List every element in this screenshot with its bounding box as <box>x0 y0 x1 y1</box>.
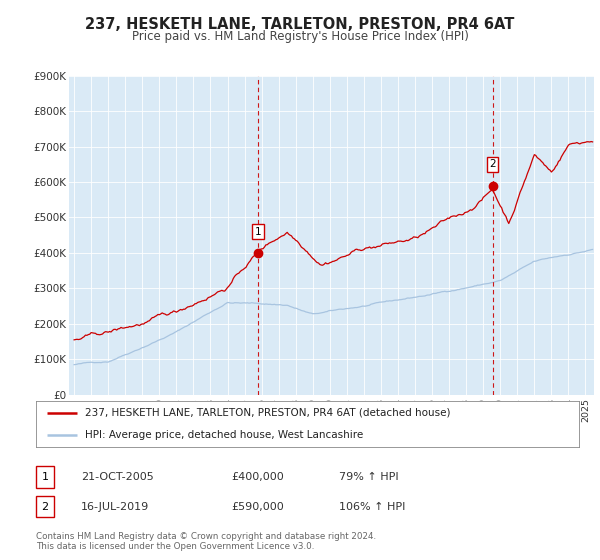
Text: £400,000: £400,000 <box>231 472 284 482</box>
Text: 21-OCT-2005: 21-OCT-2005 <box>81 472 154 482</box>
Text: Contains HM Land Registry data © Crown copyright and database right 2024.
This d: Contains HM Land Registry data © Crown c… <box>36 532 376 552</box>
Text: 237, HESKETH LANE, TARLETON, PRESTON, PR4 6AT: 237, HESKETH LANE, TARLETON, PRESTON, PR… <box>85 17 515 32</box>
Text: 2: 2 <box>41 502 49 512</box>
Text: Price paid vs. HM Land Registry's House Price Index (HPI): Price paid vs. HM Land Registry's House … <box>131 30 469 43</box>
Text: £590,000: £590,000 <box>231 502 284 512</box>
Text: 16-JUL-2019: 16-JUL-2019 <box>81 502 149 512</box>
Text: 2: 2 <box>489 159 496 169</box>
Text: 1: 1 <box>255 227 262 237</box>
Text: 1: 1 <box>41 472 49 482</box>
Text: HPI: Average price, detached house, West Lancashire: HPI: Average price, detached house, West… <box>85 430 363 440</box>
Text: 79% ↑ HPI: 79% ↑ HPI <box>339 472 398 482</box>
Text: 237, HESKETH LANE, TARLETON, PRESTON, PR4 6AT (detached house): 237, HESKETH LANE, TARLETON, PRESTON, PR… <box>85 408 451 418</box>
Text: 106% ↑ HPI: 106% ↑ HPI <box>339 502 406 512</box>
